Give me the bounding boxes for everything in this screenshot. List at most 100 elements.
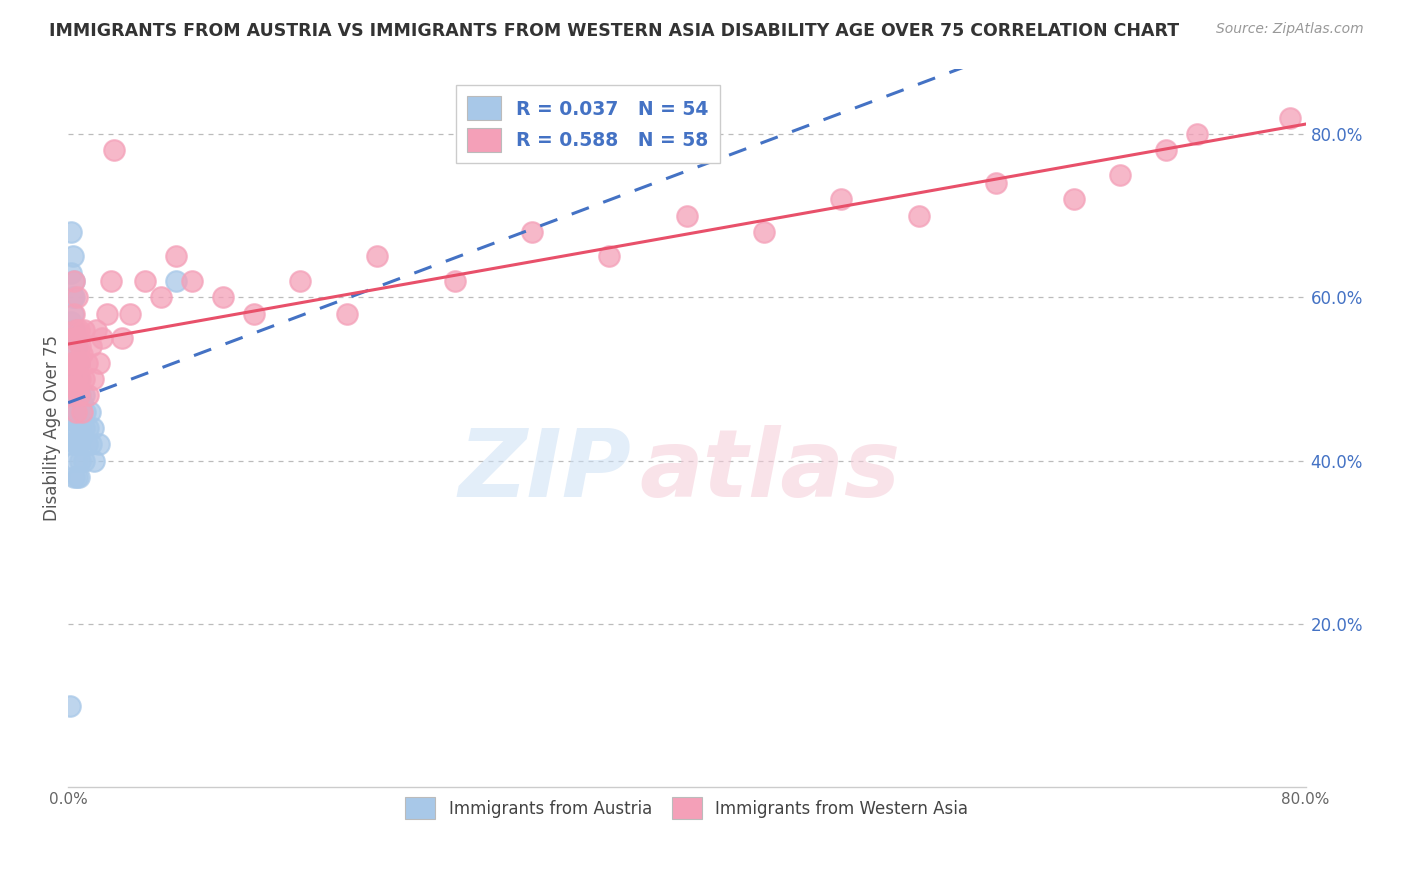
Point (1187, 127, 1209, 141)
Point (72, 453, 94, 467)
Point (62, 380, 84, 394)
Point (65, 372, 87, 386)
Point (67, 470, 90, 484)
Point (1156, 143, 1178, 157)
Point (211, 290, 233, 304)
Point (111, 331, 134, 345)
Point (59, 437, 82, 451)
Point (72, 388, 94, 402)
Point (69, 388, 91, 402)
Point (60, 266, 83, 280)
Point (62, 290, 84, 304)
Point (100, 274, 122, 288)
Point (82, 372, 104, 386)
Point (66, 404, 89, 418)
Point (96, 306, 118, 320)
Point (75, 404, 97, 418)
Point (63, 274, 86, 288)
Point (67, 372, 90, 386)
Point (62, 412, 84, 426)
Point (87, 437, 110, 451)
Point (59, 698, 82, 713)
Text: IMMIGRANTS FROM AUSTRIA VS IMMIGRANTS FROM WESTERN ASIA DISABILITY AGE OVER 75 C: IMMIGRANTS FROM AUSTRIA VS IMMIGRANTS FR… (49, 22, 1180, 40)
Point (335, 306, 357, 320)
Point (76, 437, 98, 451)
Point (67, 404, 90, 418)
Point (60, 355, 83, 369)
Y-axis label: Disability Age Over 75: Disability Age Over 75 (44, 334, 60, 521)
Point (443, 274, 465, 288)
Point (908, 209, 931, 223)
Point (1063, 192, 1085, 206)
Point (59, 372, 82, 386)
Point (149, 290, 172, 304)
Point (66, 290, 89, 304)
Point (77, 421, 100, 435)
Point (1109, 168, 1132, 182)
Point (65, 453, 87, 467)
Point (366, 249, 388, 263)
Point (69, 372, 91, 386)
Point (103, 143, 125, 157)
Point (63, 388, 86, 402)
Point (66, 437, 89, 451)
Point (62, 306, 84, 320)
Point (83, 453, 105, 467)
Point (62, 347, 84, 361)
Point (63, 429, 86, 443)
Point (60, 388, 83, 402)
Point (66, 355, 89, 369)
Point (72, 421, 94, 435)
Point (70, 404, 93, 418)
Point (65, 331, 87, 345)
Point (87, 355, 110, 369)
Legend: Immigrants from Austria, Immigrants from Western Asia: Immigrants from Austria, Immigrants from… (399, 791, 974, 826)
Point (70, 429, 93, 443)
Point (830, 192, 852, 206)
Point (65, 437, 87, 451)
Point (65, 372, 87, 386)
Point (62, 331, 84, 345)
Point (72, 372, 94, 386)
Point (67, 323, 90, 337)
Point (1279, 111, 1302, 125)
Point (675, 209, 697, 223)
Point (66, 421, 89, 435)
Point (986, 176, 1008, 190)
Point (91, 331, 114, 345)
Point (70, 347, 93, 361)
Point (72, 323, 94, 337)
Point (82, 421, 104, 435)
Point (80, 437, 103, 451)
Point (66, 372, 89, 386)
Point (66, 470, 89, 484)
Point (60, 388, 83, 402)
Text: atlas: atlas (640, 425, 901, 517)
Point (752, 225, 775, 239)
Point (62, 249, 84, 263)
Point (63, 470, 86, 484)
Point (180, 274, 202, 288)
Point (67, 355, 90, 369)
Point (63, 290, 86, 304)
Point (60, 315, 83, 329)
Point (67, 437, 90, 451)
Point (63, 274, 86, 288)
Point (62, 331, 84, 345)
Point (134, 274, 156, 288)
Point (66, 339, 89, 353)
Point (520, 225, 543, 239)
Point (65, 412, 87, 426)
Point (79, 404, 101, 418)
Point (165, 249, 187, 263)
Point (288, 274, 311, 288)
Point (66, 331, 89, 345)
Point (69, 339, 91, 353)
Point (242, 306, 264, 320)
Point (67, 355, 90, 369)
Point (65, 404, 87, 418)
Point (76, 355, 98, 369)
Point (65, 323, 87, 337)
Point (63, 323, 86, 337)
Text: Source: ZipAtlas.com: Source: ZipAtlas.com (1216, 22, 1364, 37)
